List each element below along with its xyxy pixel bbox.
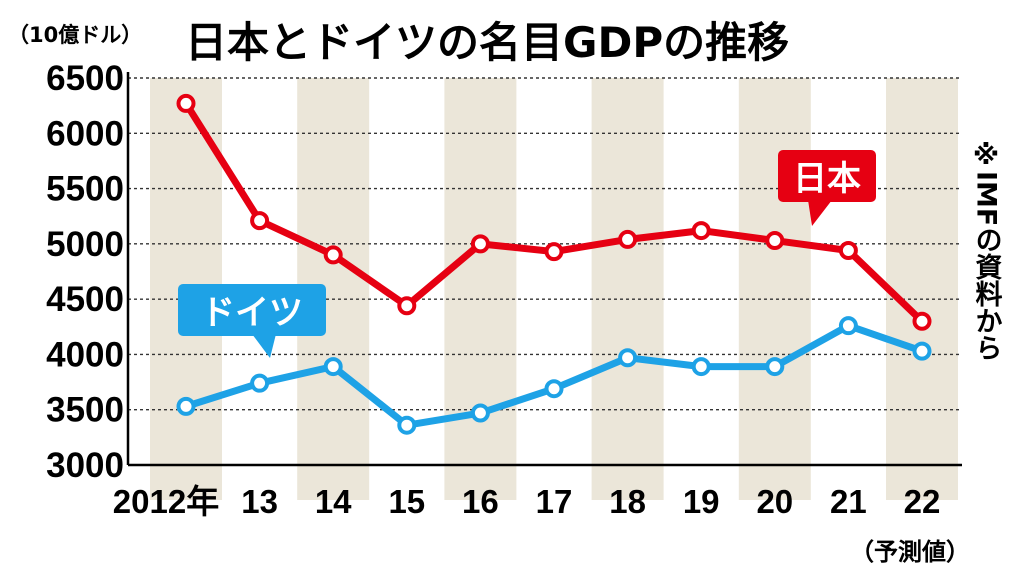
y-tick-label: 3000 xyxy=(46,446,124,485)
legend-germany: ドイツ xyxy=(178,284,326,358)
data-point xyxy=(470,234,490,254)
x-tick-label: 19 xyxy=(683,483,720,520)
series-layer xyxy=(176,93,932,435)
data-point xyxy=(323,357,343,377)
legend-japan-box xyxy=(778,150,876,202)
band-4 xyxy=(444,78,517,500)
data-point xyxy=(765,357,785,377)
data-point xyxy=(618,348,638,368)
data-point xyxy=(544,242,564,262)
x-tick-label: 15 xyxy=(388,483,425,520)
data-point xyxy=(323,245,343,265)
y-tick-labels: 6500 6000 5500 5000 4500 4000 3500 3000 xyxy=(46,59,124,485)
x-tick-label: 22 xyxy=(904,483,941,520)
band-8 xyxy=(738,78,811,500)
data-point xyxy=(176,93,196,113)
y-tick-label: 4500 xyxy=(46,280,124,319)
data-point xyxy=(838,240,858,260)
y-tick-label: 5000 xyxy=(46,225,124,264)
legend-japan-pointer xyxy=(808,200,832,226)
y-tick-label: 3500 xyxy=(46,391,124,430)
data-point xyxy=(544,379,564,399)
band-10 xyxy=(886,78,958,500)
grid-lines xyxy=(128,77,962,411)
x-tick-labels: 2012年 13 14 15 16 17 18 19 20 21 22 xyxy=(113,483,941,520)
legend-japan: 日本 xyxy=(778,150,876,226)
legend-germany-label: ドイツ xyxy=(201,293,303,333)
data-point xyxy=(618,229,638,249)
data-point xyxy=(691,221,711,241)
y-tick-label: 6000 xyxy=(46,114,124,153)
x-tick-label: 16 xyxy=(462,483,499,520)
data-point xyxy=(765,231,785,251)
x-tick-label: 20 xyxy=(756,483,793,520)
x-tick-label: 17 xyxy=(536,483,573,520)
x-tick-label: 14 xyxy=(315,483,352,520)
data-point xyxy=(397,415,417,435)
data-point xyxy=(250,373,270,393)
legend-germany-pointer xyxy=(252,334,276,358)
data-point xyxy=(470,403,490,423)
x-tick-label: 2012年 xyxy=(113,483,219,520)
y-tick-label: 5500 xyxy=(46,170,124,209)
data-point xyxy=(691,357,711,377)
data-point xyxy=(250,211,270,231)
y-tick-label: 6500 xyxy=(46,59,124,98)
band-6 xyxy=(591,78,664,500)
data-point xyxy=(912,311,932,331)
data-point xyxy=(912,341,932,361)
legend-japan-label: 日本 xyxy=(793,159,861,199)
x-tick-label: 13 xyxy=(241,483,278,520)
x-tick-label: 21 xyxy=(830,483,867,520)
source-note: ※IMFの資料から xyxy=(971,140,1003,361)
axes xyxy=(126,72,962,467)
data-point xyxy=(397,296,417,316)
alternating-bands xyxy=(150,78,958,500)
x-tick-label: 18 xyxy=(609,483,646,520)
y-unit-label: （10億ドル） xyxy=(8,23,142,47)
data-point xyxy=(176,396,196,416)
legend-germany-box xyxy=(178,284,326,336)
forecast-note: （予測値） xyxy=(850,538,970,566)
chart-title: 日本とドイツの名目GDPの推移 xyxy=(185,18,789,67)
y-tick-label: 4000 xyxy=(46,335,124,374)
data-point xyxy=(838,316,858,336)
